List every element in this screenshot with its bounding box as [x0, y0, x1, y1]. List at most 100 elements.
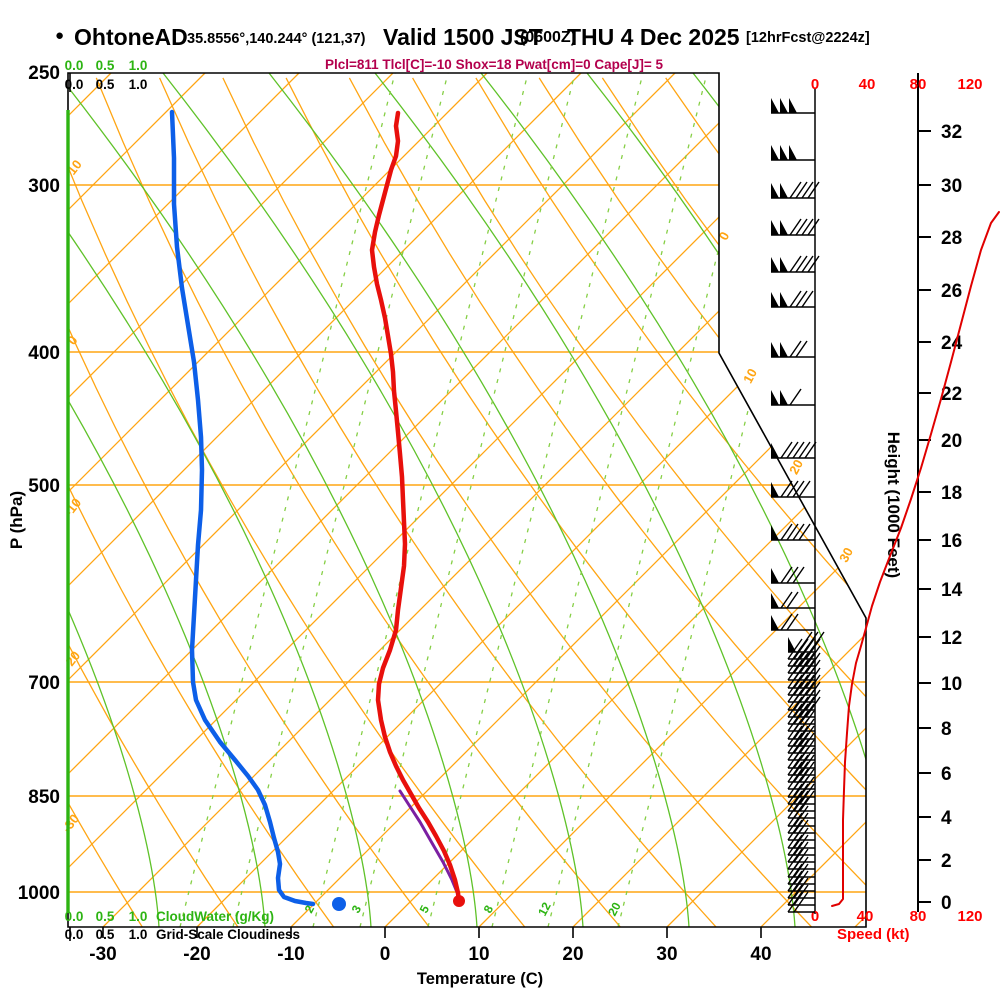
speed-axis-label: Speed (kt)	[837, 926, 910, 943]
svg-text:26: 26	[941, 281, 962, 302]
svg-text:30: 30	[941, 176, 962, 197]
svg-text:0.5: 0.5	[96, 58, 115, 73]
svg-text:10: 10	[740, 366, 760, 386]
wind-barb	[771, 388, 815, 406]
svg-text:16: 16	[941, 531, 962, 552]
svg-text:0.5: 0.5	[96, 77, 115, 92]
svg-text:20: 20	[605, 900, 624, 919]
svg-text:0: 0	[380, 944, 391, 965]
wind-barb	[771, 480, 815, 498]
svg-text:12: 12	[535, 900, 554, 919]
svg-text:4: 4	[941, 808, 952, 829]
wind-barb	[771, 523, 815, 541]
svg-text:30: 30	[836, 545, 856, 565]
svg-text:-30: -30	[59, 811, 82, 835]
svg-text:24: 24	[941, 333, 963, 354]
svg-text:0: 0	[811, 908, 819, 925]
svg-text:6: 6	[941, 764, 952, 785]
wind-barb	[771, 340, 815, 358]
svg-text:-30: -30	[89, 944, 116, 965]
wind-speed-curve	[831, 211, 1000, 907]
temperature-axis-label: Temperature (C)	[416, 970, 544, 988]
valid-time: Valid 1500 JST	[383, 24, 543, 50]
svg-text:3: 3	[349, 903, 365, 916]
svg-text:-20: -20	[183, 944, 210, 965]
wind-barb	[771, 591, 815, 609]
svg-text:32: 32	[941, 122, 962, 143]
svg-text:1.0: 1.0	[129, 909, 148, 924]
skewt-grid	[68, 73, 866, 927]
svg-text:20: 20	[786, 457, 806, 477]
svg-text:30: 30	[656, 944, 677, 965]
svg-text:Grid-Scale Cloudiness: Grid-Scale Cloudiness	[156, 927, 300, 942]
svg-text:0.5: 0.5	[96, 927, 115, 942]
svg-text:80: 80	[910, 908, 927, 925]
svg-text:22: 22	[941, 384, 962, 405]
svg-text:8: 8	[941, 719, 952, 740]
svg-text:700: 700	[28, 673, 60, 694]
svg-text:10: 10	[941, 674, 962, 695]
svg-text:14: 14	[941, 580, 963, 601]
svg-text:0.0: 0.0	[65, 58, 84, 73]
wind-barb	[787, 790, 815, 812]
svg-text:1.0: 1.0	[129, 77, 148, 92]
svg-text:250: 250	[28, 63, 60, 84]
svg-text:8: 8	[481, 903, 497, 916]
station-coords: 35.8556°,140.244° (121,37)	[187, 31, 366, 47]
svg-text:40: 40	[859, 76, 876, 93]
sounding-profiles	[169, 109, 1000, 911]
svg-text:12: 12	[941, 628, 962, 649]
svg-text:0: 0	[941, 893, 952, 914]
svg-text:400: 400	[28, 343, 60, 364]
svg-text:2: 2	[941, 851, 952, 872]
svg-text:-10: -10	[277, 944, 304, 965]
forecast-tag: [12hrFcst@2224z]	[746, 30, 870, 46]
sounding-parameters: Plcl=811 Tlcl[C]=-10 Shox=18 Pwat[cm]=0 …	[325, 57, 664, 72]
svg-text:-10: -10	[61, 495, 84, 519]
wind-barb	[787, 645, 821, 667]
wind-barb	[771, 566, 815, 584]
svg-text:1.0: 1.0	[129, 58, 148, 73]
parcel-curve	[398, 789, 464, 905]
wind-barb	[771, 290, 815, 308]
svg-text:0.0: 0.0	[65, 77, 84, 92]
svg-text:500: 500	[28, 476, 60, 497]
station-name: OhtoneAD	[74, 24, 188, 50]
wind-barb	[771, 98, 815, 114]
wind-barb	[771, 613, 815, 631]
valid-utc: (0600Z)	[520, 29, 577, 46]
svg-text:28: 28	[941, 228, 962, 249]
svg-text:20: 20	[562, 944, 583, 965]
valid-date: THU 4 Dec 2025	[567, 24, 740, 50]
temperature-curve	[369, 110, 462, 905]
wind-barb	[771, 181, 820, 199]
wind-barb	[771, 255, 820, 273]
svg-text:20: 20	[941, 431, 962, 452]
svg-text:1000: 1000	[18, 883, 60, 904]
svg-text:850: 850	[28, 787, 60, 808]
svg-text:0.0: 0.0	[65, 909, 84, 924]
svg-text:0.0: 0.0	[65, 927, 84, 942]
station-bullet-icon: ●	[55, 27, 65, 44]
svg-text:120: 120	[957, 908, 982, 925]
svg-text:10: 10	[468, 944, 489, 965]
wind-barb	[771, 218, 820, 236]
svg-text:1.0: 1.0	[129, 927, 148, 942]
svg-text:CloudWater (g/Kg): CloudWater (g/Kg)	[156, 909, 274, 924]
svg-text:18: 18	[941, 483, 962, 504]
svg-text:40: 40	[750, 944, 771, 965]
surface-dot	[453, 895, 465, 907]
wind-barb	[771, 145, 815, 161]
wind-barb	[787, 718, 815, 740]
svg-text:0: 0	[811, 76, 819, 93]
svg-text:80: 80	[910, 76, 927, 93]
wind-barb	[787, 689, 821, 711]
dewpoint-curve	[169, 109, 316, 907]
svg-text:300: 300	[28, 176, 60, 197]
svg-text:120: 120	[957, 76, 982, 93]
svg-text:0.5: 0.5	[96, 909, 115, 924]
wind-barb	[771, 441, 817, 459]
